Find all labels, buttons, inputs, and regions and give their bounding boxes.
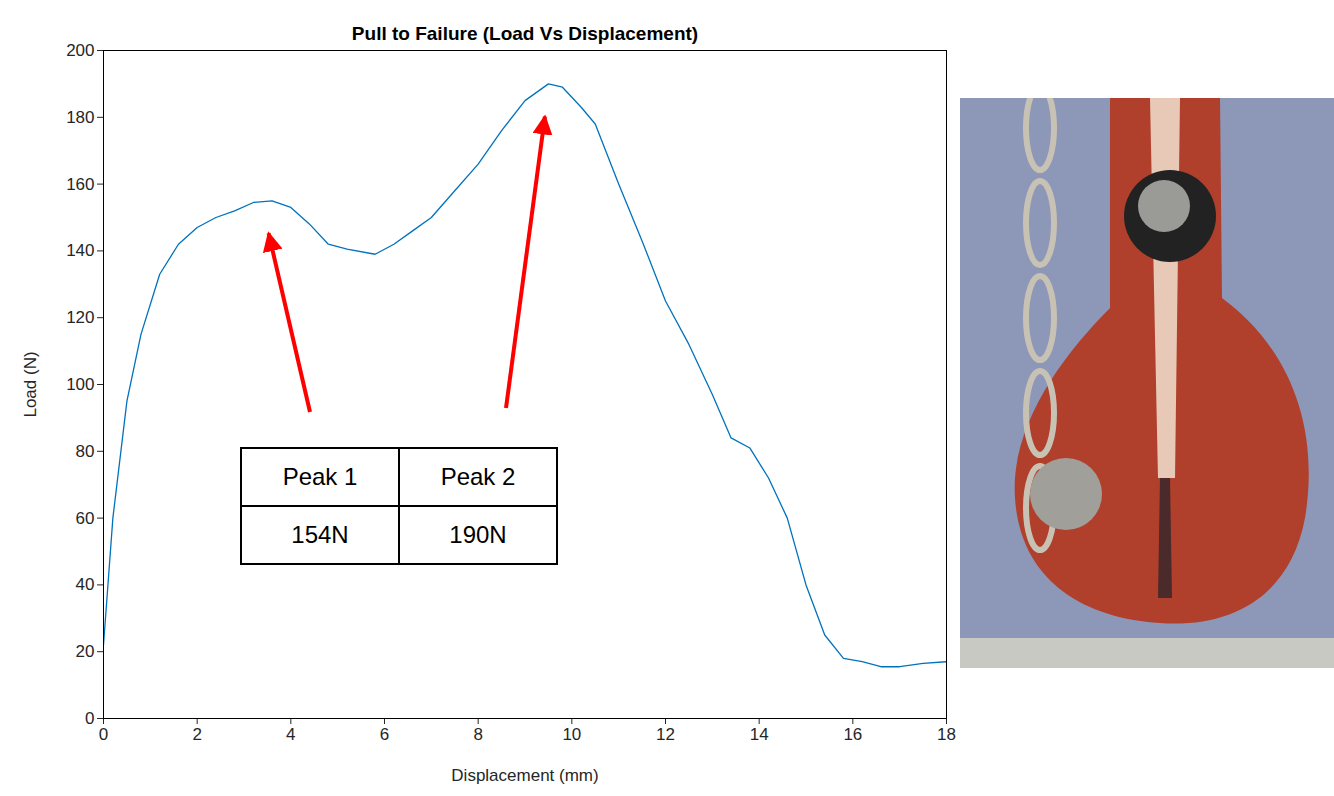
svg-text:80: 80 xyxy=(76,442,95,461)
svg-text:0: 0 xyxy=(99,725,108,744)
svg-text:180: 180 xyxy=(66,108,94,127)
svg-text:0: 0 xyxy=(85,709,94,728)
svg-text:160: 160 xyxy=(66,175,94,194)
svg-text:6: 6 xyxy=(380,725,389,744)
html-text:Peak 1: Peak 1 xyxy=(282,463,358,490)
svg-text:10: 10 xyxy=(562,725,581,744)
svg-text:18: 18 xyxy=(937,725,956,744)
svg-text:Load (N): Load (N) xyxy=(21,351,40,417)
svg-text:60: 60 xyxy=(76,509,95,528)
html-text:190N: 190N xyxy=(449,521,507,548)
svg-text:40: 40 xyxy=(76,575,95,594)
html-text:154N: 154N xyxy=(291,521,349,548)
svg-text:12: 12 xyxy=(656,725,675,744)
svg-text:16: 16 xyxy=(843,725,862,744)
html-text:Peak 2: Peak 2 xyxy=(440,463,516,490)
svg-text:20: 20 xyxy=(76,642,95,661)
svg-text:200: 200 xyxy=(66,41,94,60)
svg-text:14: 14 xyxy=(750,725,769,744)
svg-text:Displacement (mm): Displacement (mm) xyxy=(451,766,598,785)
svg-text:100: 100 xyxy=(66,375,94,394)
svg-text:140: 140 xyxy=(66,241,94,260)
svg-text:4: 4 xyxy=(286,725,295,744)
svg-text:120: 120 xyxy=(66,308,94,327)
svg-text:Pull to Failure (Load Vs Displ: Pull to Failure (Load Vs Displacement) xyxy=(352,23,698,44)
svg-text:8: 8 xyxy=(473,725,482,744)
svg-text:2: 2 xyxy=(192,725,201,744)
